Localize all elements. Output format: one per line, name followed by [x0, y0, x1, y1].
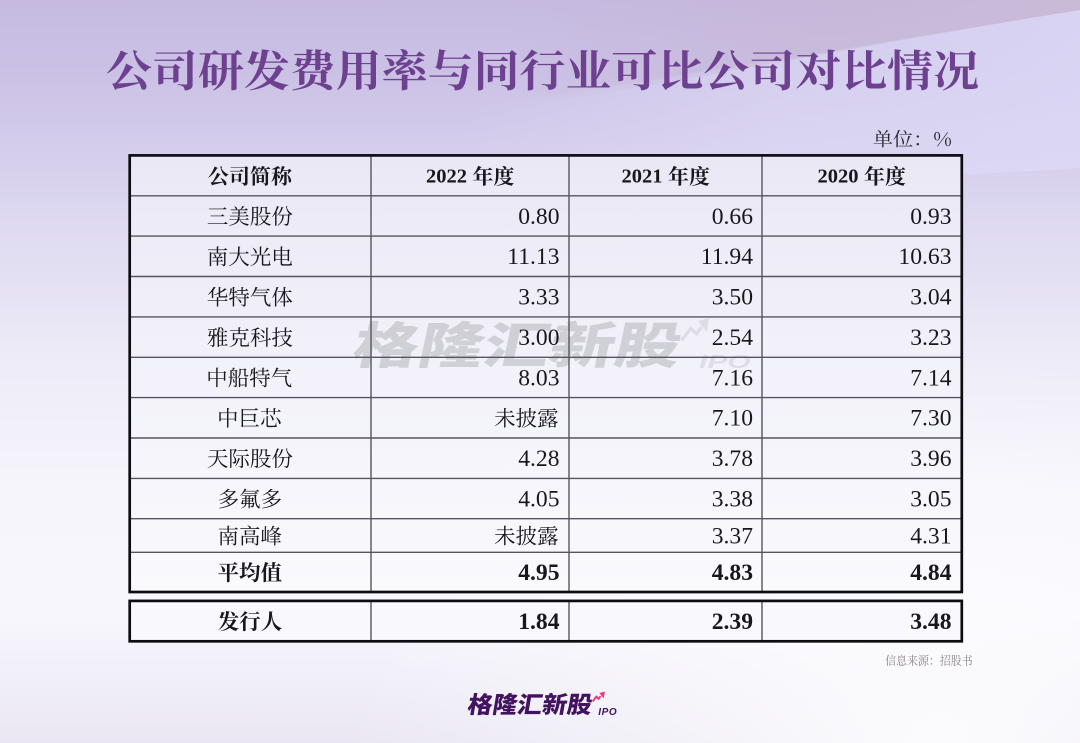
svg-text:3.96: 3.96 — [910, 446, 951, 472]
svg-text:4.05: 4.05 — [518, 486, 559, 512]
svg-text:0.80: 0.80 — [518, 204, 559, 230]
svg-text:2020: 2020 — [818, 166, 859, 188]
svg-text:11.13: 11.13 — [507, 244, 559, 270]
svg-text:4.95: 4.95 — [518, 560, 559, 586]
svg-text:3.37: 3.37 — [712, 523, 753, 549]
svg-text:0.93: 0.93 — [910, 204, 951, 230]
svg-text:2022: 2022 — [426, 166, 467, 188]
svg-text:8.03: 8.03 — [518, 365, 559, 391]
svg-text:0.66: 0.66 — [712, 204, 753, 230]
svg-text:11.94: 11.94 — [701, 244, 753, 270]
svg-text:3.05: 3.05 — [910, 486, 951, 512]
svg-text:4.28: 4.28 — [518, 446, 559, 472]
svg-text:3.78: 3.78 — [712, 446, 753, 472]
svg-text:7.10: 7.10 — [712, 406, 753, 432]
svg-text:7.30: 7.30 — [910, 406, 951, 432]
svg-text:3.04: 3.04 — [910, 285, 951, 311]
svg-text:4.84: 4.84 — [910, 560, 951, 586]
svg-text:3.33: 3.33 — [518, 285, 559, 311]
svg-text:2021: 2021 — [622, 166, 663, 188]
svg-text:3.23: 3.23 — [910, 325, 951, 351]
svg-text:3.38: 3.38 — [712, 486, 753, 512]
svg-text:4.83: 4.83 — [712, 560, 753, 586]
svg-text:2.39: 2.39 — [712, 609, 753, 635]
svg-text:10.63: 10.63 — [898, 244, 951, 270]
svg-text:7.16: 7.16 — [712, 365, 753, 391]
svg-text:3.50: 3.50 — [712, 285, 753, 311]
svg-text:2.54: 2.54 — [712, 325, 753, 351]
svg-text:3.48: 3.48 — [910, 609, 951, 635]
svg-text:IPO: IPO — [598, 707, 617, 718]
svg-text:3.00: 3.00 — [518, 325, 559, 351]
svg-text:7.14: 7.14 — [910, 365, 951, 391]
svg-text:1.84: 1.84 — [518, 609, 559, 635]
svg-text:4.31: 4.31 — [910, 523, 951, 549]
